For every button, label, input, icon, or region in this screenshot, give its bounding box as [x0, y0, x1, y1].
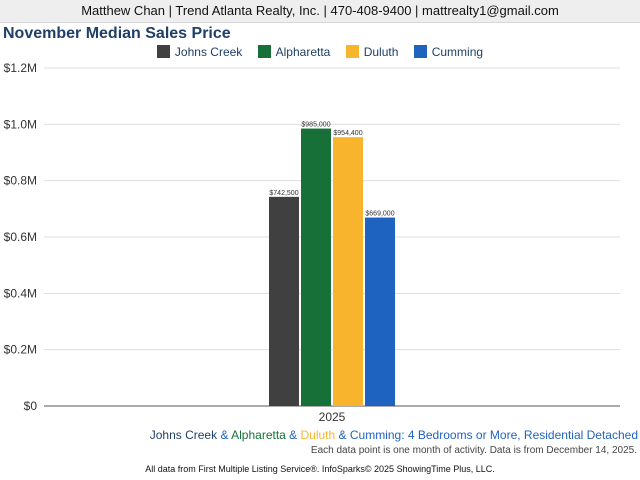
legend-item-cumming[interactable]: Cumming [413, 45, 484, 59]
legend-swatch [413, 45, 427, 58]
y-tick-label: $0.4M [4, 286, 37, 300]
data-source: All data from First Multiple Listing Ser… [145, 464, 495, 474]
description-part: & [285, 428, 301, 442]
legend-swatch [156, 45, 170, 58]
y-tick-label: $1.2M [4, 61, 37, 75]
description-part: Cumming: 4 Bedrooms or More, Residential… [349, 428, 638, 442]
chart-title: November Median Sales Price [3, 25, 231, 42]
data-label: $742,500 [269, 190, 298, 197]
data-label: $669,000 [365, 211, 394, 218]
legend-swatch [257, 45, 271, 58]
legend-item-duluth[interactable]: Duluth [345, 45, 399, 59]
legend-label: Johns Creek [174, 45, 243, 59]
description-part: Alpharetta [231, 428, 286, 442]
chart-legend: Johns Creek Alpharetta Duluth Cumming [0, 45, 640, 59]
description-part: & [217, 428, 232, 442]
bar-alpharetta [301, 128, 331, 406]
legend-label: Duluth [363, 45, 399, 59]
x-tick-label: 2025 [319, 410, 346, 424]
data-label: $954,400 [333, 130, 362, 137]
y-tick-label: $0.6M [4, 230, 37, 244]
bar-chart: $0 $0.2M $0.4M $0.6M $0.8M $1.0M $1.2M $742,500… [4, 61, 620, 424]
bar-duluth [333, 137, 363, 406]
description-part: Duluth [300, 428, 336, 442]
description-part: Johns Creek [149, 428, 218, 442]
data-note: Each data point is one month of activity… [310, 445, 637, 456]
contact-header: Matthew Chan | Trend Atlanta Realty, Inc… [0, 0, 640, 23]
description-part: & [335, 428, 350, 442]
y-tick-label: $1.0M [4, 117, 37, 131]
legend-item-johns-creek[interactable]: Johns Creek [156, 45, 243, 59]
bar-cumming [365, 217, 395, 406]
bar-johns-creek [269, 196, 299, 406]
data-label: $985,000 [301, 122, 330, 129]
legend-swatch [345, 45, 359, 58]
chart-description: Johns Creek & Alpharetta & Duluth & Cumm… [150, 428, 638, 442]
y-tick-label: $0 [24, 399, 38, 413]
y-tick-label: $0.2M [4, 343, 37, 357]
legend-label: Alpharetta [275, 45, 331, 59]
y-tick-label: $0.8M [4, 174, 37, 188]
legend-item-alpharetta[interactable]: Alpharetta [257, 45, 331, 59]
legend-label: Cumming [431, 45, 484, 59]
